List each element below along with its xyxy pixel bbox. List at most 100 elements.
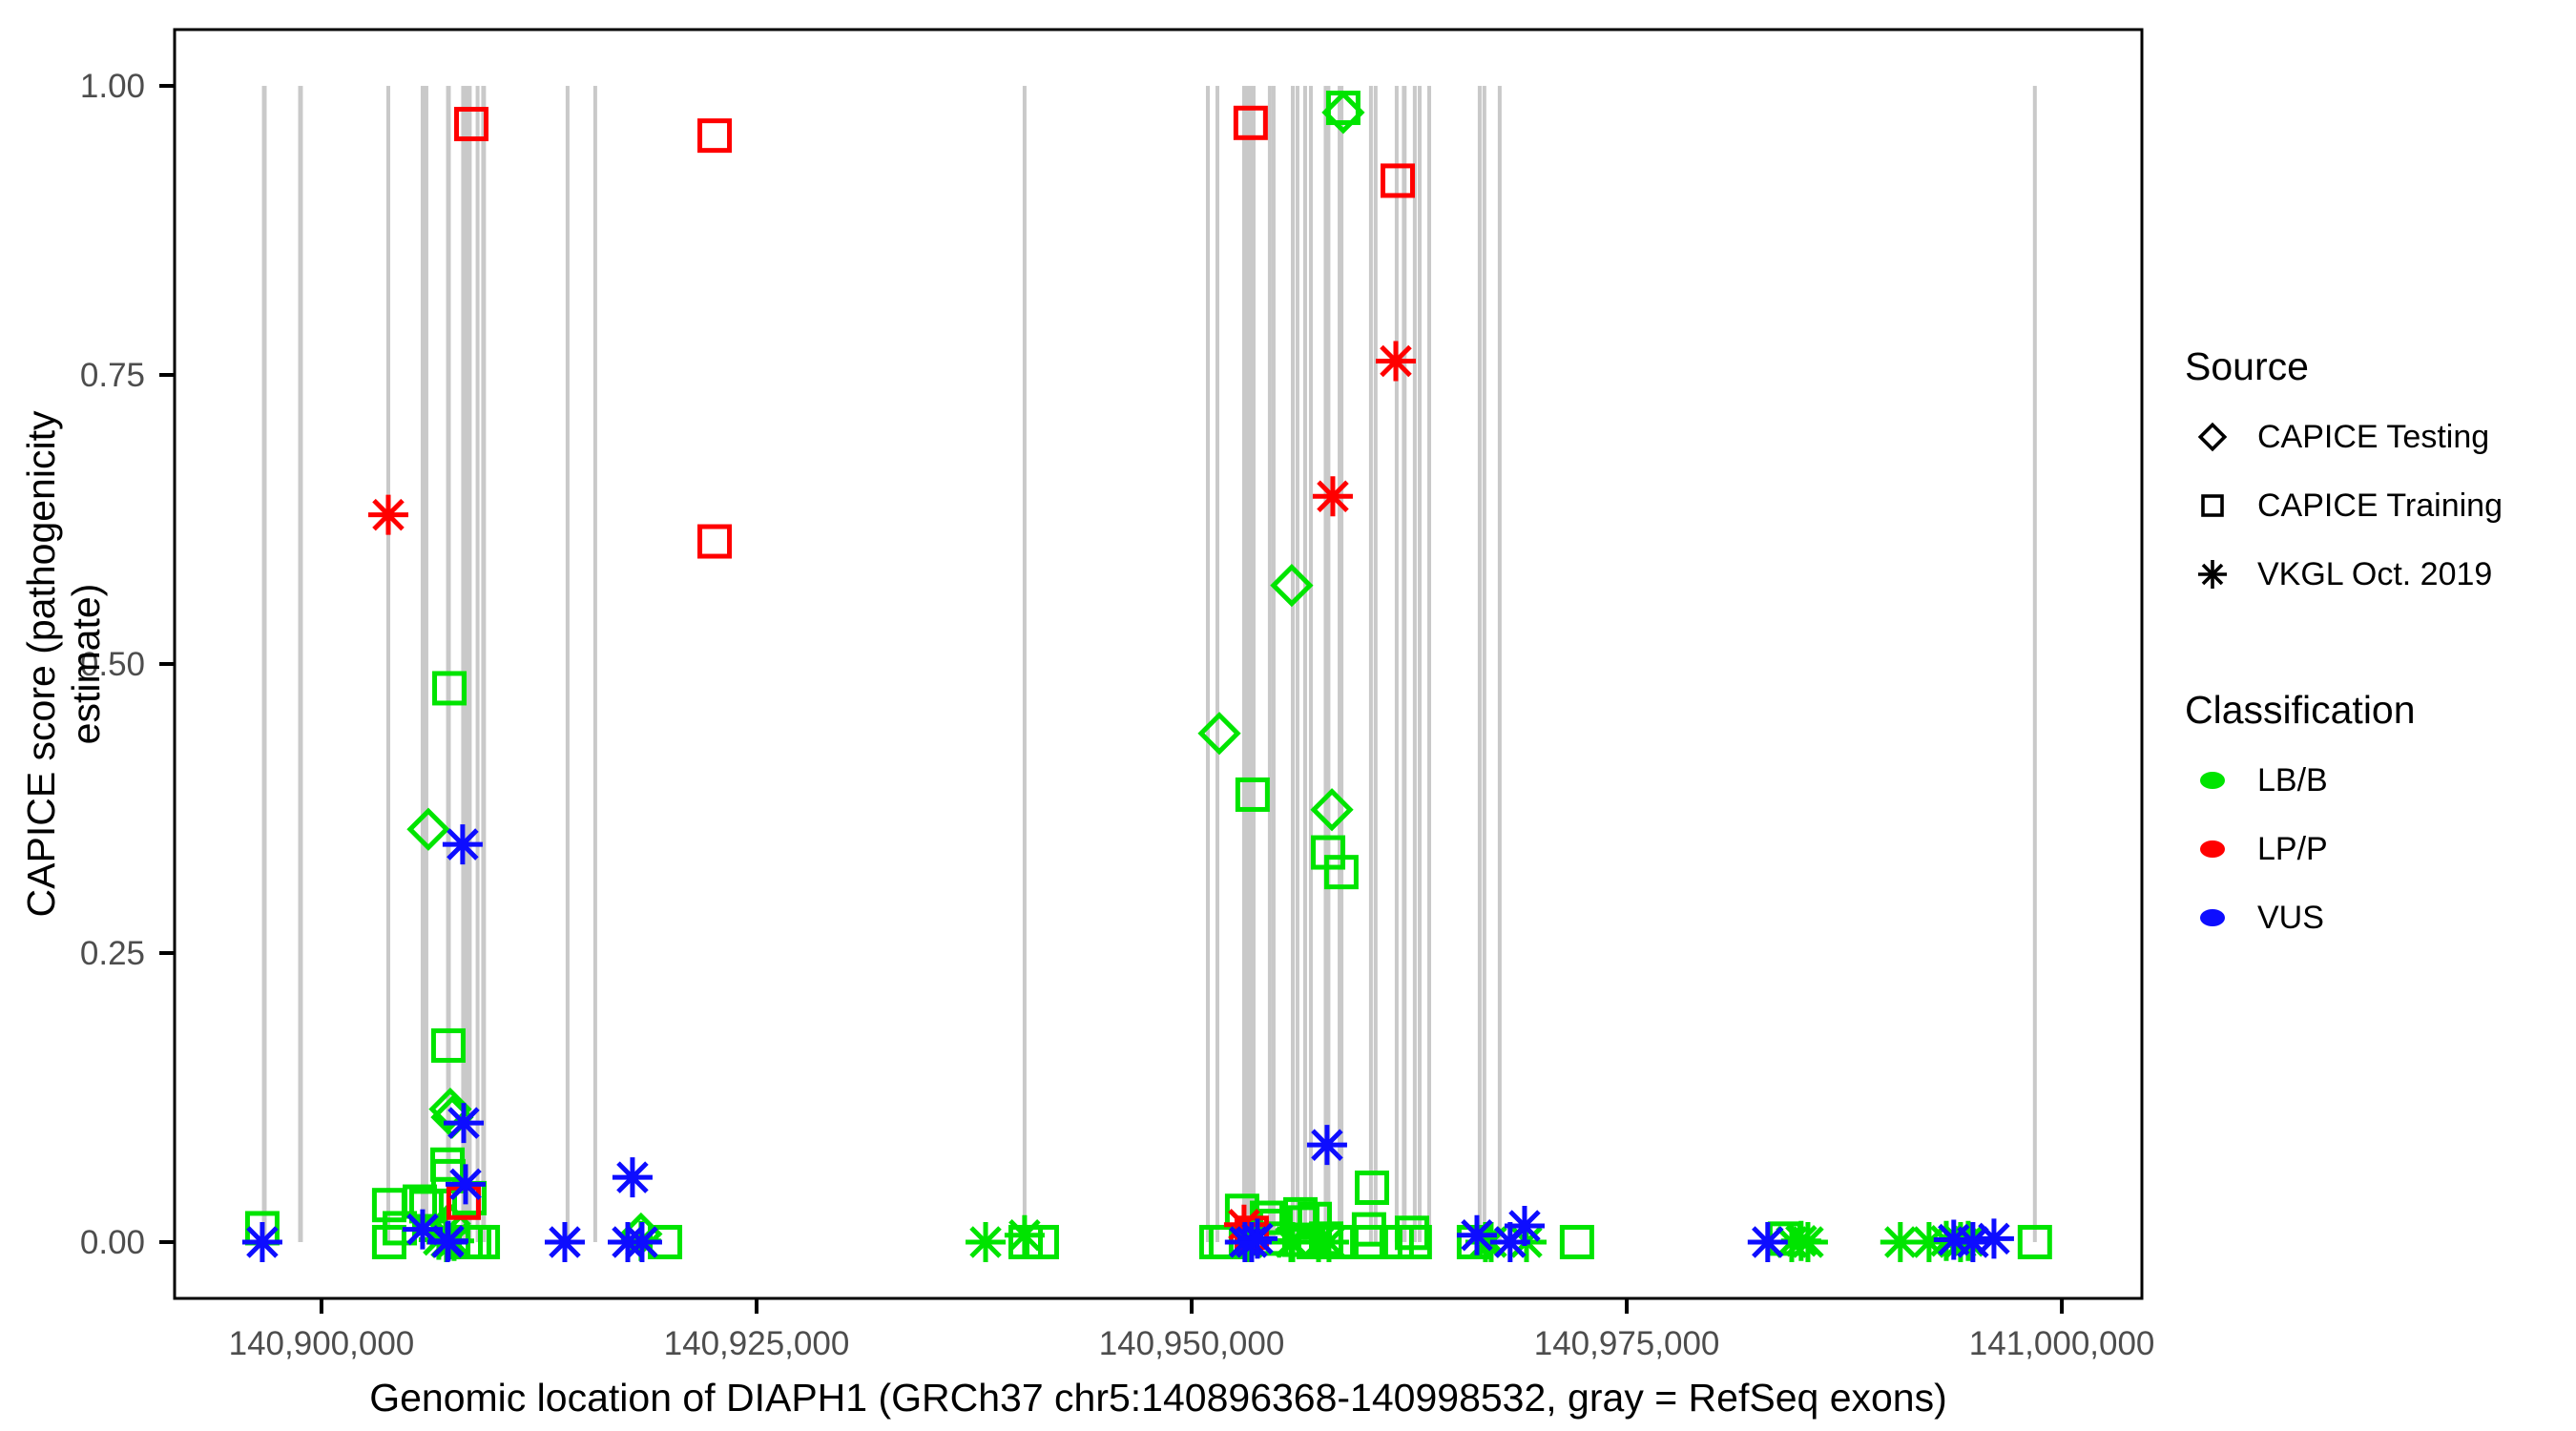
x-tick-label: 140,900,000: [229, 1325, 415, 1362]
refseq-exon-band: [1412, 86, 1417, 1242]
point-asterisk-VUS: [443, 1103, 484, 1144]
point-asterisk-VUS: [1952, 1221, 1993, 1262]
refseq-exon-band: [1302, 86, 1307, 1242]
point-asterisk-VUS: [442, 824, 483, 865]
point-asterisk-LB/B: [1787, 1221, 1828, 1262]
legend-item-vus: VUS: [2185, 883, 2566, 952]
point-square-LP/P: [454, 107, 489, 142]
point-diamond-LB/B: [1270, 563, 1314, 608]
refseq-exon-band: [1338, 86, 1344, 1242]
point-square-LP/P: [1381, 163, 1416, 198]
refseq-exon-band: [385, 86, 391, 1242]
refseq-exon-band: [1323, 86, 1331, 1242]
refseq-exon-band: [261, 86, 267, 1242]
refseq-exon-band: [1215, 86, 1220, 1242]
refseq-exon-band: [1205, 86, 1210, 1242]
point-square-LB/B: [1559, 1224, 1594, 1259]
point-square-LP/P: [697, 118, 733, 154]
diamond-icon: [2185, 409, 2240, 465]
point-asterisk-VUS: [427, 1221, 468, 1262]
y-tick-label: 1.00: [80, 68, 145, 105]
y-tick-label: 0.25: [80, 935, 145, 972]
refseq-exon-band: [481, 86, 487, 1242]
point-square-LB/B: [1353, 1224, 1388, 1259]
refseq-exon-band: [1394, 86, 1399, 1242]
point-square-LB/B: [1323, 855, 1359, 890]
legend-item-label: VUS: [2257, 899, 2324, 936]
point-asterisk-VUS: [1504, 1206, 1545, 1247]
refseq-exon-band: [1271, 86, 1276, 1242]
blue-dot-icon: [2185, 890, 2240, 945]
x-tick-label: 140,925,000: [664, 1325, 850, 1362]
point-asterisk-LP/P: [1312, 476, 1353, 517]
green-dot-icon: [2185, 753, 2240, 808]
point-square-LB/B: [403, 1184, 438, 1219]
x-tick-label: 140,975,000: [1534, 1325, 1720, 1362]
point-square-LB/B: [1394, 1215, 1429, 1251]
refseq-exon-band: [461, 86, 472, 1242]
point-diamond-LB/B: [1321, 91, 1365, 135]
point-asterisk-VUS: [1747, 1221, 1788, 1262]
legend-item-label: VKGL Oct. 2019: [2257, 555, 2493, 592]
point-square-LB/B: [1235, 777, 1270, 812]
point-square-LP/P: [1233, 105, 1268, 140]
refseq-exon-band: [1402, 86, 1407, 1242]
legend-title-classification: Classification: [2185, 688, 2416, 732]
legend-item-vkgl: VKGL Oct. 2019: [2185, 540, 2566, 609]
point-asterisk-VUS: [544, 1221, 585, 1262]
refseq-exon-band: [2032, 86, 2037, 1242]
point-asterisk-LB/B: [1308, 1221, 1349, 1262]
refseq-exon-band: [565, 86, 570, 1242]
legend-item-label: CAPICE Testing: [2257, 418, 2490, 455]
legend-section-source: Source CAPICE Testing CAPICE Training VK: [2185, 340, 2566, 609]
point-asterisk-VUS: [1973, 1218, 2014, 1259]
asterisk-icon: [2185, 547, 2240, 602]
refseq-exon-band: [1427, 86, 1432, 1242]
refseq-exon-band: [1482, 86, 1486, 1242]
refseq-exon-band: [1308, 86, 1313, 1242]
point-square-LB/B: [1309, 1221, 1344, 1256]
point-asterisk-LB/B: [1004, 1214, 1045, 1255]
point-diamond-LB/B: [1197, 712, 1241, 756]
legend-item-label: LB/B: [2257, 761, 2328, 798]
x-tick-label: 140,950,000: [1099, 1325, 1285, 1362]
point-square-LB/B: [1397, 1224, 1432, 1259]
point-asterisk-LB/B: [1880, 1221, 1921, 1262]
y-tick-label: 0.50: [80, 646, 145, 683]
point-square-LB/B: [2017, 1224, 2052, 1259]
refseq-exon-band: [1295, 86, 1299, 1242]
point-square-LB/B: [1024, 1224, 1059, 1259]
point-asterisk-LB/B: [1273, 1221, 1314, 1262]
point-square-LB/B: [408, 1189, 444, 1224]
legend-item-label: LP/P: [2257, 830, 2328, 867]
point-square-LB/B: [432, 671, 467, 706]
y-tick-label: 0.75: [80, 357, 145, 394]
refseq-exon-band: [298, 86, 303, 1242]
legend-item-capice-training: CAPICE Training: [2185, 471, 2566, 540]
refseq-exon-band: [1368, 86, 1373, 1242]
point-asterisk-LB/B: [966, 1221, 1007, 1262]
legend-item-label: CAPICE Training: [2257, 487, 2503, 524]
legend-section-classification: Classification LB/B LP/P VUS: [2185, 683, 2566, 952]
x-tick-label: 141,000,000: [1969, 1325, 2155, 1362]
refseq-exon-band: [592, 86, 597, 1242]
point-asterisk-VUS: [612, 1157, 653, 1198]
legend-item-capice-testing: CAPICE Testing: [2185, 403, 2566, 471]
refseq-exon-band: [1497, 86, 1502, 1242]
x-axis-title: Genomic location of DIAPH1 (GRCh37 chr5:…: [369, 1376, 1947, 1420]
point-asterisk-LP/P: [368, 494, 409, 535]
point-square-LP/P: [697, 524, 733, 559]
red-dot-icon: [2185, 821, 2240, 877]
point-square-LB/B: [430, 1027, 466, 1063]
point-square-LB/B: [1297, 1201, 1332, 1236]
point-asterisk-LP/P: [1375, 341, 1416, 382]
point-diamond-LB/B: [406, 807, 450, 851]
point-asterisk-VUS: [1457, 1214, 1497, 1255]
legend-item-lbb: LB/B: [2185, 746, 2566, 815]
point-asterisk-VUS: [445, 1164, 486, 1205]
square-icon: [2185, 478, 2240, 533]
refseq-exon-band: [1373, 86, 1378, 1242]
refseq-exon-band: [1290, 86, 1296, 1242]
